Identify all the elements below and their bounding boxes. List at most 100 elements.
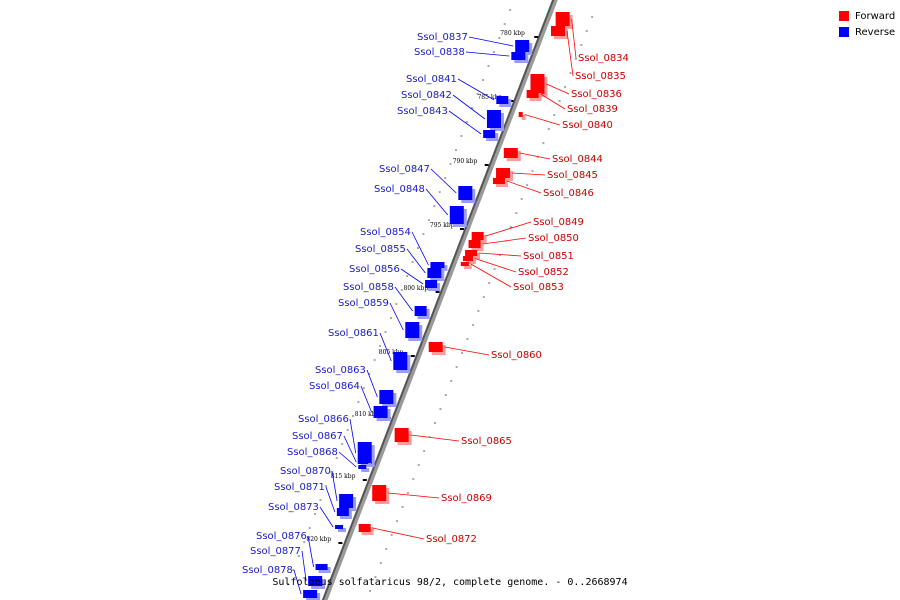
legend-item-forward: Forward bbox=[839, 8, 895, 24]
gene-label-ssol-0871: Ssol_0871 bbox=[274, 482, 325, 493]
kbp-tick-label: 795 kbp bbox=[430, 222, 455, 229]
gene-connector-ssol-0856 bbox=[400, 268, 424, 285]
gene-connector-ssol-0877 bbox=[301, 550, 307, 582]
gene-feature-ssol-0834 bbox=[555, 12, 570, 26]
gene-label-ssol-0835: Ssol_0835 bbox=[575, 71, 626, 82]
gene-feature-ssol-0838 bbox=[511, 52, 526, 60]
gene-connector-ssol-0859 bbox=[389, 302, 404, 331]
gene-label-ssol-0834: Ssol_0834 bbox=[578, 53, 629, 64]
kbp-tick-label: 820 kbp bbox=[306, 536, 331, 543]
gene-feature-ssol-0861 bbox=[393, 352, 408, 370]
gene-connector-ssol-0851 bbox=[479, 252, 522, 257]
gene-feature-ssol-0836 bbox=[530, 74, 545, 94]
gene-feature-shadow bbox=[463, 265, 472, 269]
gene-feature-ssol-0840 bbox=[518, 112, 523, 117]
gene-label-ssol-0867: Ssol_0867 bbox=[292, 431, 343, 442]
gene-feature-ssol-0864 bbox=[373, 406, 388, 418]
gene-feature-ssol-0863 bbox=[379, 390, 394, 404]
gene-feature-ssol-0844 bbox=[503, 148, 518, 158]
gene-connector-ssol-0864 bbox=[360, 385, 372, 413]
gene-feature-ssol-0859 bbox=[405, 322, 420, 338]
gene-connector-ssol-0868 bbox=[338, 451, 357, 468]
gene-label-ssol-0872: Ssol_0872 bbox=[426, 534, 477, 545]
gene-feature-ssol-0837 bbox=[515, 40, 530, 52]
gene-connector-ssol-0878 bbox=[293, 569, 302, 595]
gene-label-ssol-0863: Ssol_0863 bbox=[315, 365, 366, 376]
gene-connector-ssol-0843 bbox=[448, 110, 482, 135]
gene-feature-ssol-0852 bbox=[462, 256, 473, 261]
gene-label-ssol-0839: Ssol_0839 bbox=[567, 104, 618, 115]
gene-connector-ssol-0872 bbox=[372, 527, 425, 540]
gene-label-ssol-0869: Ssol_0869 bbox=[441, 493, 492, 504]
gene-feature-ssol-0854 bbox=[430, 262, 445, 268]
gene-feature-ssol-0839 bbox=[526, 90, 539, 98]
gene-feature-shadow bbox=[521, 115, 526, 120]
gene-feature-ssol-0869 bbox=[372, 485, 387, 501]
gene-feature-ssol-0856 bbox=[425, 280, 438, 288]
gene-label-ssol-0845: Ssol_0845 bbox=[547, 170, 598, 181]
gene-label-ssol-0850: Ssol_0850 bbox=[528, 233, 579, 244]
gene-connector-ssol-0870 bbox=[331, 470, 338, 502]
kbp-tick-label: 810 kbp bbox=[355, 411, 380, 418]
gene-label-ssol-0859: Ssol_0859 bbox=[338, 298, 389, 309]
gene-label-ssol-0842: Ssol_0842 bbox=[401, 90, 452, 101]
gene-feature-shadow bbox=[465, 259, 476, 264]
gene-connector-ssol-0845 bbox=[512, 172, 546, 176]
kbp-tick-label: 805 kbp bbox=[379, 349, 404, 356]
legend: Forward Reverse bbox=[839, 8, 895, 40]
gene-connector-ssol-0848 bbox=[425, 188, 449, 216]
gene-label-ssol-0843: Ssol_0843 bbox=[397, 106, 448, 117]
gene-label-ssol-0851: Ssol_0851 bbox=[523, 251, 574, 262]
gene-connector-ssol-0846 bbox=[506, 180, 542, 194]
gene-connector-ssol-0855 bbox=[406, 248, 426, 274]
kbp-tick-label: 790 kbp bbox=[453, 158, 478, 165]
gene-feature-ssol-0855 bbox=[427, 268, 442, 278]
gene-label-ssol-0864: Ssol_0864 bbox=[309, 381, 360, 392]
gene-connector-ssol-0876 bbox=[307, 535, 314, 568]
gene-connector-ssol-0850 bbox=[482, 237, 527, 245]
gene-connector-ssol-0865 bbox=[410, 434, 460, 442]
gene-feature-ssol-0873 bbox=[335, 525, 344, 529]
gene-label-ssol-0837: Ssol_0837 bbox=[417, 32, 468, 43]
forward-swatch bbox=[839, 11, 849, 21]
gene-connector-ssol-0867 bbox=[343, 435, 357, 463]
gene-connector-ssol-0842 bbox=[452, 94, 486, 120]
gene-connector-ssol-0847 bbox=[430, 168, 457, 194]
gene-label-ssol-0876: Ssol_0876 bbox=[256, 531, 307, 542]
gene-label-ssol-0840: Ssol_0840 bbox=[562, 120, 613, 131]
gene-connector-ssol-0852 bbox=[474, 258, 517, 273]
genome-axis bbox=[321, 0, 555, 600]
gene-label-ssol-0868: Ssol_0868 bbox=[287, 447, 338, 458]
gene-label-ssol-0838: Ssol_0838 bbox=[414, 47, 465, 58]
gene-feature-ssol-0850 bbox=[468, 240, 481, 248]
gene-label-ssol-0847: Ssol_0847 bbox=[379, 164, 430, 175]
gene-connector-ssol-0869 bbox=[388, 492, 440, 499]
gene-feature-ssol-0842 bbox=[486, 110, 501, 128]
gene-connector-ssol-0866 bbox=[349, 418, 357, 454]
gene-label-ssol-0853: Ssol_0853 bbox=[513, 282, 564, 293]
gene-label-ssol-0858: Ssol_0858 bbox=[343, 282, 394, 293]
gene-label-ssol-0836: Ssol_0836 bbox=[571, 89, 622, 100]
kbp-tick-label: 780 kbp bbox=[500, 30, 525, 37]
gene-label-ssol-0846: Ssol_0846 bbox=[543, 188, 594, 199]
gene-feature-ssol-0847 bbox=[458, 186, 473, 200]
gene-feature-ssol-0870 bbox=[339, 494, 354, 508]
gene-connector-ssol-0871 bbox=[325, 486, 336, 513]
gene-connector-ssol-0839 bbox=[540, 93, 566, 110]
gene-label-ssol-0866: Ssol_0866 bbox=[298, 414, 349, 425]
gene-feature-ssol-0877 bbox=[308, 576, 323, 586]
gene-connector-ssol-0854 bbox=[411, 231, 429, 266]
gene-feature-ssol-0843 bbox=[483, 130, 496, 138]
gene-connector-ssol-0858 bbox=[394, 286, 413, 312]
gene-label-ssol-0878: Ssol_0878 bbox=[242, 565, 293, 576]
genome-caption: Sulfolobus solfataricus 98/2, complete g… bbox=[272, 577, 628, 588]
gene-feature-shadow bbox=[361, 468, 370, 472]
gene-feature-ssol-0868 bbox=[358, 465, 367, 469]
gene-connector-ssol-0860 bbox=[444, 346, 490, 356]
gene-feature-ssol-0851 bbox=[465, 250, 478, 256]
gene-connector-ssol-0849 bbox=[485, 221, 532, 237]
gene-feature-ssol-0849 bbox=[471, 232, 484, 240]
gene-feature-ssol-0841 bbox=[496, 96, 509, 104]
gene-feature-ssol-0858 bbox=[414, 306, 427, 316]
gene-label-ssol-0854: Ssol_0854 bbox=[360, 227, 411, 238]
